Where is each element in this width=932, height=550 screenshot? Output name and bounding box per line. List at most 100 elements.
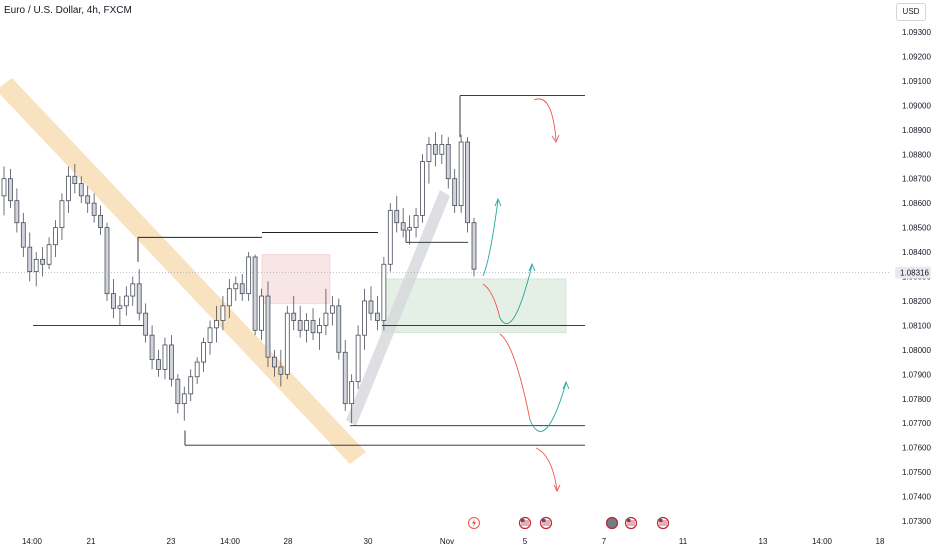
candle (40, 247, 46, 277)
candle-body (310, 320, 316, 334)
candle-body (117, 305, 123, 309)
candle-body (207, 327, 213, 343)
candle (65, 166, 71, 213)
y-tick-label: 1.07700 (902, 419, 931, 428)
candle-body (265, 295, 271, 358)
candle (233, 276, 239, 301)
x-tick-label: 23 (167, 537, 176, 546)
projection-arrowhead (494, 197, 502, 207)
candle-body (297, 320, 303, 331)
y-tick-label: 1.07800 (902, 395, 931, 404)
flag-us-icon[interactable] (539, 516, 553, 530)
candle-body (136, 283, 142, 314)
candle-body (394, 210, 400, 224)
candle-body (91, 202, 97, 216)
candle-body (85, 195, 91, 204)
candle-body (458, 141, 464, 206)
candle-body (278, 366, 284, 375)
candle (278, 349, 284, 387)
candle (20, 212, 26, 257)
flag-us-icon[interactable] (656, 516, 670, 530)
candle-body (14, 200, 20, 224)
currency-selector[interactable]: USD (896, 3, 926, 21)
candle (355, 325, 361, 389)
candle (78, 176, 84, 204)
flash-icon[interactable] (468, 517, 480, 529)
y-tick-label: 1.08400 (902, 248, 931, 257)
candle (220, 296, 226, 331)
candle-body (400, 222, 406, 231)
projection-arrow-down (499, 333, 531, 421)
flag-canton (659, 519, 663, 522)
candle-body (111, 293, 116, 309)
y-tick-label: 1.09300 (902, 28, 931, 37)
flag-us-icon[interactable] (624, 516, 638, 530)
candle-body (46, 244, 52, 265)
candle-body (188, 376, 194, 395)
x-tick-label: 7 (602, 537, 607, 546)
supply-zone (261, 254, 331, 304)
projection-arrow-down (482, 283, 501, 319)
candle-body (420, 161, 425, 216)
candle-body (40, 258, 46, 265)
candle (284, 305, 290, 380)
impulse-band (346, 190, 450, 426)
candle-body (329, 305, 335, 314)
candle (452, 168, 458, 213)
candle (162, 337, 168, 380)
y-tick-label: 1.09200 (902, 52, 931, 61)
candle-body (130, 283, 136, 297)
candle-body (27, 246, 33, 273)
y-tick-label: 1.07300 (902, 517, 931, 526)
x-tick-label: 11 (679, 537, 688, 546)
candle (310, 308, 316, 341)
candle (394, 195, 400, 233)
flag-canton (521, 519, 525, 522)
x-tick-label: 13 (759, 537, 768, 546)
y-tick-label: 1.08100 (902, 321, 931, 330)
x-tick-label: 28 (284, 537, 293, 546)
candle-body (59, 200, 65, 229)
flag-canton (542, 519, 546, 522)
candle (465, 137, 470, 233)
y-tick-label: 1.08800 (902, 150, 931, 159)
candle-body (143, 312, 149, 336)
projection-arrow-up (499, 264, 533, 325)
candle (111, 278, 116, 319)
event-icon[interactable] (605, 516, 619, 530)
last-price-label: 1.08316 (900, 269, 929, 278)
candle (381, 256, 387, 331)
candle-body (355, 334, 361, 383)
candle-body (220, 305, 226, 321)
candle (342, 340, 348, 411)
candle (27, 232, 33, 282)
candle-body (233, 283, 239, 290)
y-tick-label: 1.08700 (902, 175, 931, 184)
last-price-tag (895, 266, 931, 279)
candle (400, 208, 406, 238)
candle-body (368, 300, 374, 314)
candle (14, 188, 20, 233)
projection-arrowhead (553, 484, 561, 493)
y-tick-label: 1.09000 (902, 101, 931, 110)
candle (445, 137, 451, 189)
candle-body (291, 312, 297, 321)
candle-body (162, 344, 168, 370)
candle (304, 313, 309, 343)
candle (297, 305, 303, 338)
y-tick-label: 1.07600 (902, 444, 931, 453)
y-tick-label: 1.09100 (902, 77, 931, 86)
candle-body (169, 344, 174, 380)
candle (169, 335, 174, 387)
candle (149, 325, 155, 370)
candle (471, 217, 477, 277)
candle-body (78, 183, 84, 197)
y-tick-label: 1.08600 (902, 199, 931, 208)
candle (349, 374, 355, 424)
candle-body (439, 144, 445, 155)
flag-us-icon[interactable] (518, 516, 532, 530)
candle-body (181, 393, 187, 405)
candle-body (432, 144, 438, 155)
